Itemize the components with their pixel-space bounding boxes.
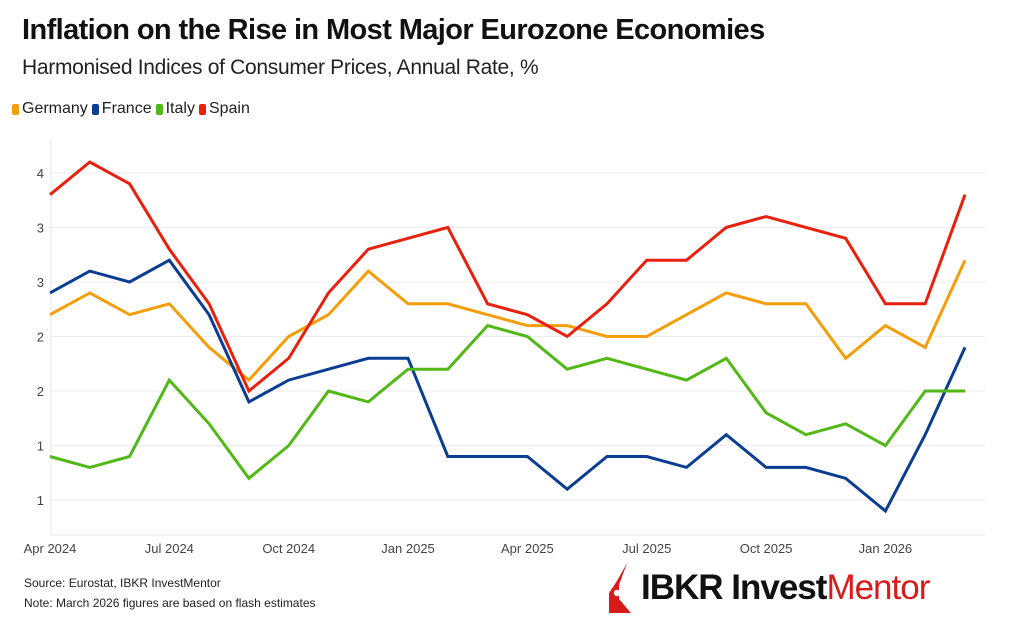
series-line-france xyxy=(49,258,967,514)
x-tick-label: Jul 2025 xyxy=(622,541,671,556)
legend-swatch xyxy=(12,103,19,115)
y-tick-label: 4 xyxy=(37,166,44,181)
y-tick-label: 3 xyxy=(37,275,44,290)
legend-label: Italy xyxy=(165,100,195,117)
y-tick-label: 1 xyxy=(37,493,44,508)
flash-estimate-note: Note: March 2026 figures are based on fl… xyxy=(24,596,316,610)
y-tick-label: 2 xyxy=(37,330,44,345)
legend-swatch xyxy=(155,103,163,115)
legend-item-italy[interactable]: Italy xyxy=(155,100,195,118)
legend-label: France xyxy=(101,100,152,117)
ibkr-investmentor-logo: IBKR InvestMentor xyxy=(605,563,930,613)
legend-item-france[interactable]: France xyxy=(91,100,152,118)
x-tick-label: Apr 2024 xyxy=(24,541,77,556)
legend-swatch xyxy=(91,103,99,115)
x-tick-label: Jan 2025 xyxy=(381,541,435,556)
legend-label: Germany xyxy=(22,100,88,117)
x-tick-label: Oct 2025 xyxy=(740,541,793,556)
legend-item-germany[interactable]: Germany xyxy=(12,100,88,118)
x-tick-label: Jan 2026 xyxy=(859,541,913,556)
legend-swatch xyxy=(198,103,206,115)
logo-mark-icon xyxy=(609,563,631,613)
x-tick-label: Apr 2025 xyxy=(501,541,554,556)
chart-title: Inflation on the Rise in Most Major Euro… xyxy=(22,14,765,46)
y-tick-label: 2 xyxy=(37,384,44,399)
logo-text: IBKR InvestMentor xyxy=(641,568,930,607)
series-line-italy xyxy=(49,323,965,481)
legend-label: Spain xyxy=(208,100,250,117)
y-tick-label: 1 xyxy=(37,439,44,454)
series-line-spain xyxy=(49,160,967,394)
y-tick-label: 3 xyxy=(37,220,44,235)
x-tick-label: Oct 2024 xyxy=(262,541,315,556)
legend: Germany France Italy Spain xyxy=(12,100,250,118)
x-tick-label: Jul 2024 xyxy=(145,541,194,556)
source-note: Source: Eurostat, IBKR InvestMentor xyxy=(24,576,221,590)
series-line-germany xyxy=(49,259,967,383)
chart-subtitle: Harmonised Indices of Consumer Prices, A… xyxy=(22,56,539,79)
legend-item-spain[interactable]: Spain xyxy=(198,100,250,118)
